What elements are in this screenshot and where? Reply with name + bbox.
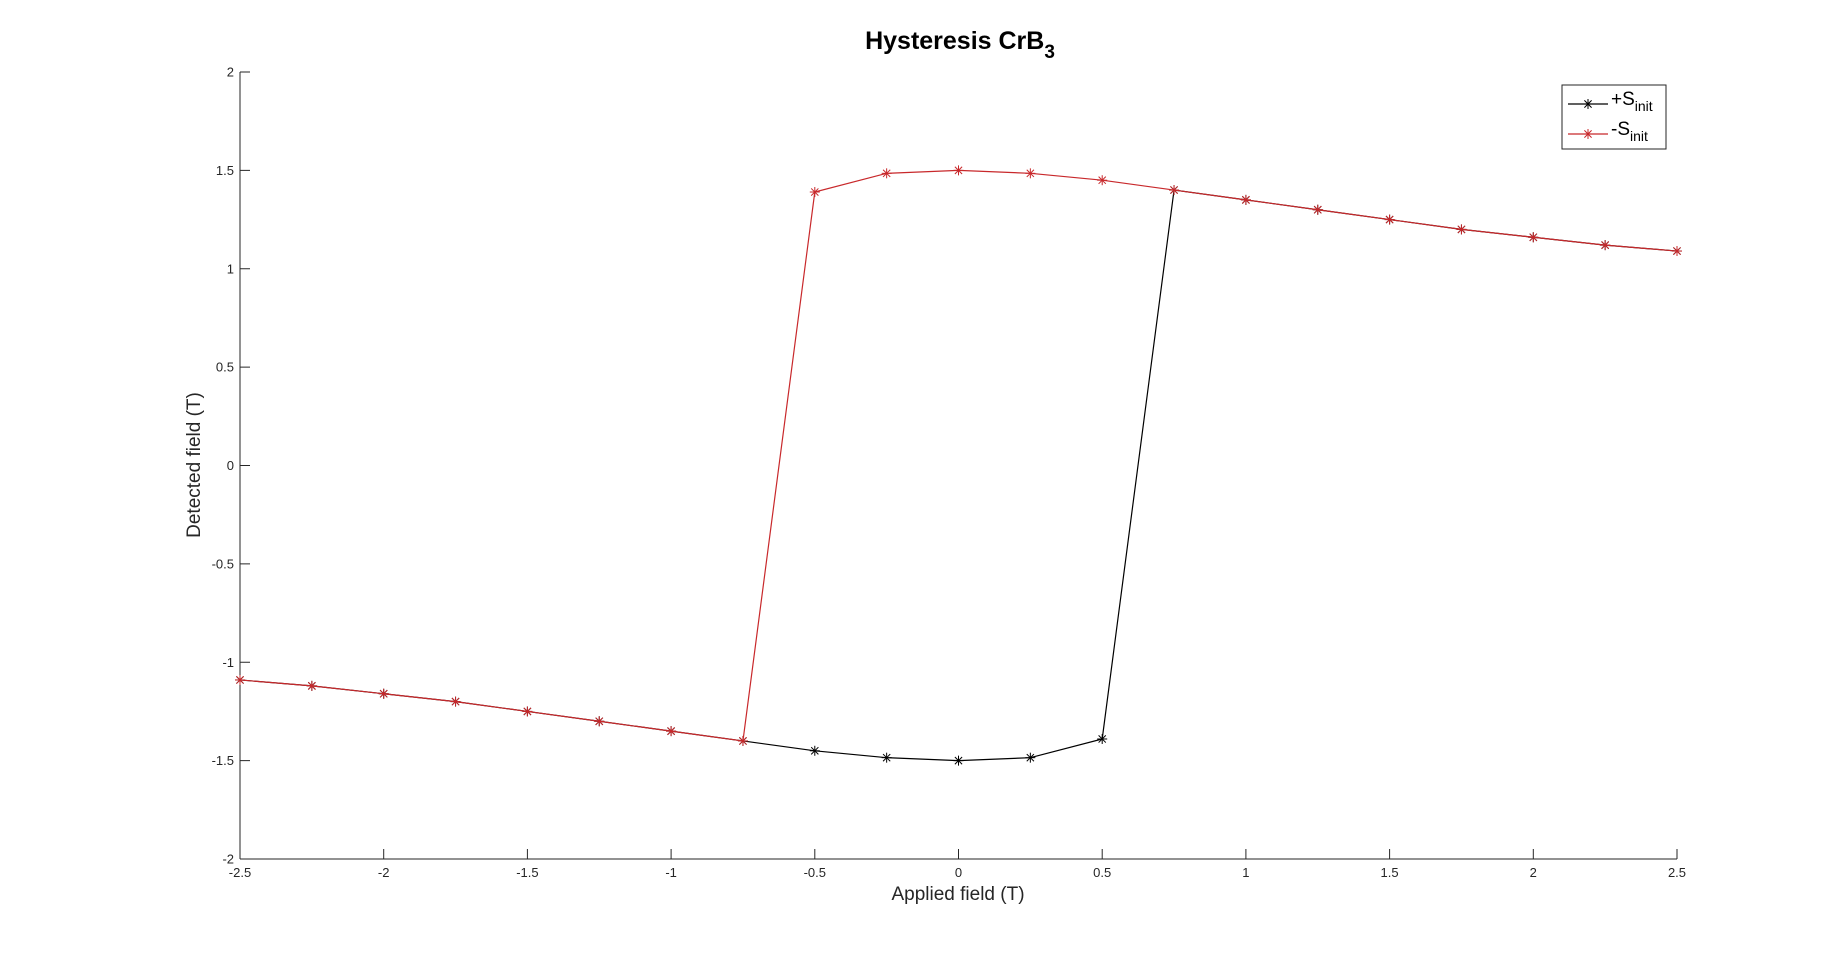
x-tick-label: 1.5 (1381, 865, 1399, 880)
x-ticks: -2.5 -2 -1.5 -1 -0.5 0 0.5 1 1.5 2 2.5 (229, 849, 1686, 880)
y-tick-label: 0.5 (216, 360, 234, 375)
data-point-marker (881, 168, 892, 179)
series-layer (235, 165, 1682, 766)
chart-title-main: Hysteresis CrB (865, 27, 1044, 55)
data-point-marker (809, 745, 820, 756)
x-tick-label: -2.5 (229, 865, 251, 880)
data-point-marker (1384, 214, 1395, 225)
x-tick-label: 2.5 (1668, 865, 1686, 880)
data-point-marker (450, 696, 461, 707)
legend: +Sinit-Sinit (1561, 84, 1667, 150)
y-tick-label: -1.5 (212, 753, 234, 768)
chart-title: Hysteresis CrB3 (865, 27, 1055, 63)
legend-entries: +Sinit-Sinit (1568, 89, 1653, 144)
x-tick-label: -0.5 (804, 865, 826, 880)
y-ticks: 2 1.5 1 0.5 0 -0.5 -1 -1.5 -2 (212, 65, 250, 867)
legend-label-subscript: init (1635, 98, 1653, 114)
legend-label-main: +S (1611, 89, 1635, 110)
y-tick-label: 0 (227, 458, 234, 473)
legend-label: -Sinit (1611, 119, 1648, 144)
data-point-marker (1169, 185, 1180, 196)
x-tick-label: 1 (1242, 865, 1249, 880)
legend-label-main: -S (1611, 119, 1630, 140)
data-point-marker (1097, 733, 1108, 744)
data-point-marker (522, 706, 533, 717)
data-point-marker (1025, 752, 1036, 763)
y-tick-label: -2 (222, 852, 234, 867)
data-point-marker (953, 755, 964, 766)
data-point-marker (881, 752, 892, 763)
data-point-marker (953, 165, 964, 176)
data-point-marker (378, 688, 389, 699)
x-axis-label: Applied field (T) (891, 884, 1024, 905)
data-point-marker (1025, 168, 1036, 179)
data-point-marker (737, 735, 748, 746)
y-tick-label: 1.5 (216, 163, 234, 178)
legend-marker (1583, 99, 1593, 109)
data-point-marker (1600, 240, 1611, 251)
y-tick-label: 1 (227, 261, 234, 276)
legend-marker (1583, 129, 1593, 139)
legend-label: +Sinit (1611, 89, 1653, 114)
data-point-marker (666, 726, 677, 737)
data-point-marker (1672, 246, 1682, 257)
x-tick-label: 2 (1530, 865, 1537, 880)
data-point-marker (306, 680, 317, 691)
y-tick-label: -0.5 (212, 556, 234, 571)
chart-title-subscript: 3 (1044, 42, 1055, 63)
data-point-marker (1240, 194, 1251, 205)
data-point-marker (1312, 204, 1323, 215)
x-tick-label: -1.5 (516, 865, 538, 880)
data-point-marker (594, 716, 605, 727)
data-point-marker (1097, 175, 1108, 186)
x-tick-label: 0 (955, 865, 962, 880)
series-minus-s-init (235, 165, 1682, 746)
x-tick-label: -1 (665, 865, 677, 880)
y-axis-label: Detected field (T) (184, 392, 205, 538)
legend-entry: +Sinit (1568, 89, 1653, 114)
x-tick-label: -2 (378, 865, 390, 880)
legend-box (1561, 84, 1667, 150)
data-point-marker (809, 187, 820, 198)
y-tick-label: 2 (227, 65, 234, 80)
y-tick-label: -1 (222, 655, 234, 670)
data-point-marker (1528, 232, 1539, 243)
data-point-marker (1456, 224, 1467, 235)
legend-entry: -Sinit (1568, 119, 1648, 144)
x-tick-label: 0.5 (1093, 865, 1111, 880)
legend-label-subscript: init (1630, 128, 1648, 144)
data-point-marker (235, 674, 245, 685)
